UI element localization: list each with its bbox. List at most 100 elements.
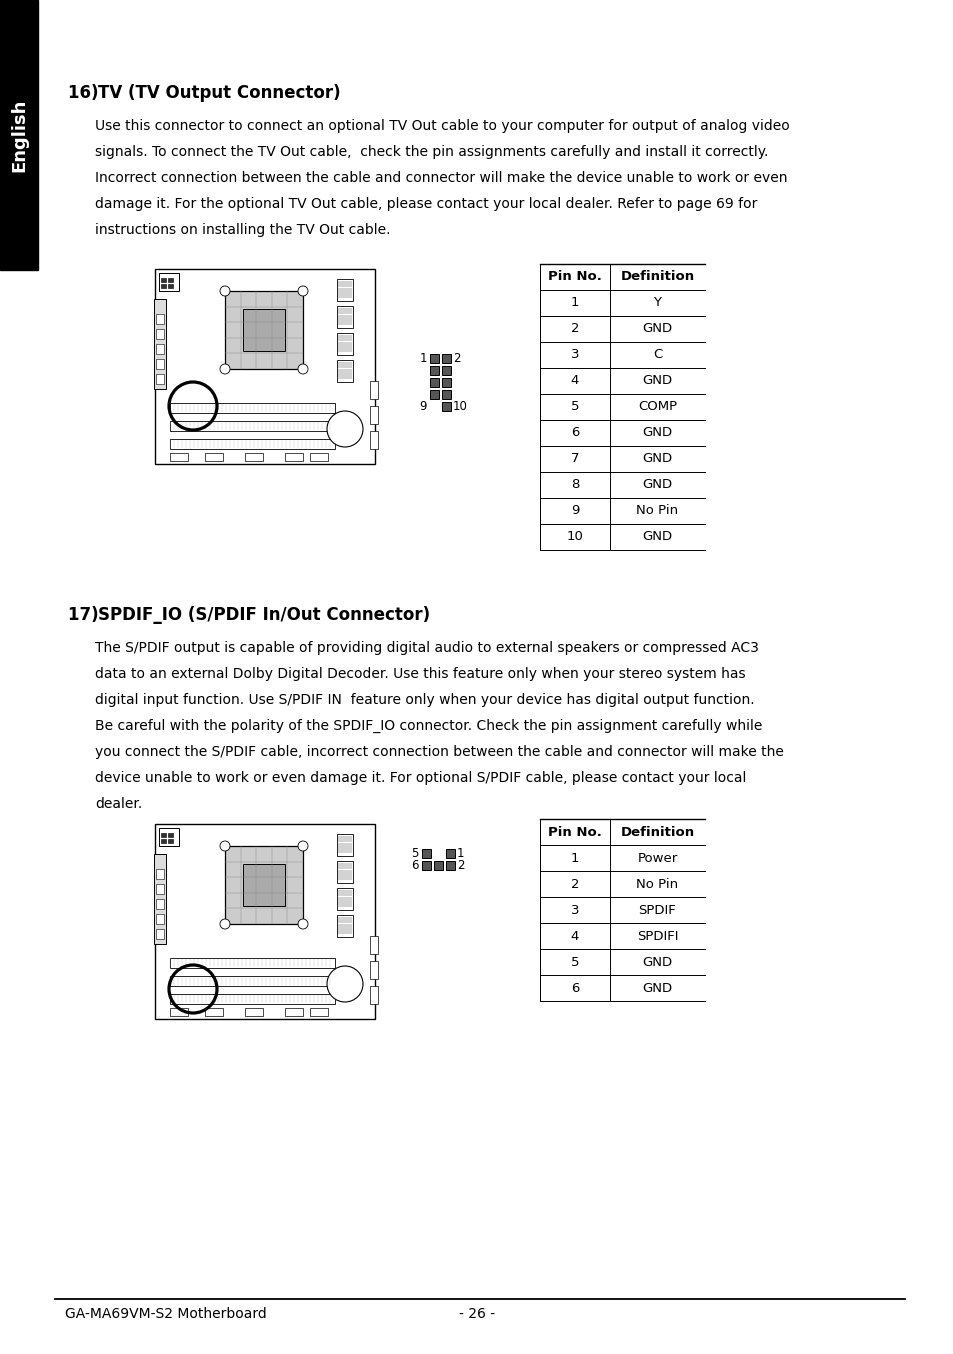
Bar: [205, 454, 223, 460]
Text: 8: 8: [570, 478, 578, 492]
Bar: [370, 406, 377, 424]
Text: 1: 1: [456, 848, 464, 860]
Text: 2: 2: [570, 877, 578, 891]
Text: Pin No.: Pin No.: [547, 826, 601, 838]
Text: TV (TV Output Connector): TV (TV Output Connector): [98, 84, 340, 102]
Bar: [430, 378, 438, 387]
Bar: [153, 854, 166, 944]
Circle shape: [327, 412, 363, 447]
Bar: [170, 959, 335, 968]
Text: The S/PDIF output is capable of providing digital audio to external speakers or : The S/PDIF output is capable of providin…: [95, 640, 758, 655]
Circle shape: [220, 286, 230, 297]
Text: Incorrect connection between the cable and connector will make the device unable: Incorrect connection between the cable a…: [95, 171, 786, 185]
Bar: [421, 849, 431, 858]
Text: GA-MA69VM-S2 Motherboard: GA-MA69VM-S2 Motherboard: [65, 1307, 267, 1322]
Bar: [441, 366, 451, 375]
Bar: [168, 833, 172, 837]
Bar: [421, 861, 431, 871]
Circle shape: [297, 919, 308, 929]
Circle shape: [297, 841, 308, 852]
Text: COMP: COMP: [638, 401, 677, 413]
Bar: [441, 402, 451, 412]
Bar: [310, 454, 328, 460]
Bar: [170, 454, 188, 460]
Text: 10: 10: [453, 399, 467, 413]
Bar: [161, 833, 166, 837]
Text: GND: GND: [641, 982, 672, 994]
Text: GND: GND: [641, 322, 672, 336]
Text: 16): 16): [68, 84, 104, 102]
Bar: [161, 839, 166, 844]
Bar: [225, 846, 303, 923]
Text: GND: GND: [641, 375, 672, 387]
Bar: [245, 1007, 263, 1016]
Circle shape: [297, 364, 308, 374]
Text: instructions on installing the TV Out cable.: instructions on installing the TV Out ca…: [95, 223, 390, 237]
Bar: [170, 421, 335, 431]
Bar: [170, 994, 335, 1005]
Text: GND: GND: [641, 956, 672, 968]
Text: 5: 5: [570, 956, 578, 968]
Text: Be careful with the polarity of the SPDIF_IO connector. Check the pin assignment: Be careful with the polarity of the SPDI…: [95, 719, 761, 733]
Bar: [170, 403, 335, 413]
Bar: [156, 899, 164, 909]
Bar: [446, 861, 455, 871]
Bar: [0, 0, 38, 269]
Text: SPDIF: SPDIF: [638, 903, 676, 917]
Text: 7: 7: [570, 452, 578, 466]
Text: you connect the S/PDIF cable, incorrect connection between the cable and connect: you connect the S/PDIF cable, incorrect …: [95, 745, 783, 760]
Bar: [336, 888, 353, 910]
Text: 1: 1: [419, 352, 427, 366]
Text: 9: 9: [570, 505, 578, 517]
Bar: [154, 825, 375, 1020]
Bar: [370, 986, 377, 1005]
Circle shape: [297, 286, 308, 297]
Text: 4: 4: [570, 929, 578, 942]
Text: SPDIFI: SPDIFI: [636, 929, 678, 942]
Text: data to an external Dolby Digital Decoder. Use this feature only when your stere: data to an external Dolby Digital Decode…: [95, 668, 745, 681]
Bar: [225, 291, 303, 370]
Bar: [370, 431, 377, 450]
Text: 1: 1: [570, 852, 578, 864]
Text: dealer.: dealer.: [95, 798, 142, 811]
Text: GND: GND: [641, 531, 672, 543]
Bar: [168, 839, 172, 844]
Bar: [336, 333, 353, 355]
Bar: [156, 869, 164, 879]
Bar: [156, 929, 164, 940]
Text: signals. To connect the TV Out cable,  check the pin assignments carefully and i: signals. To connect the TV Out cable, ch…: [95, 145, 767, 158]
Bar: [285, 454, 303, 460]
Bar: [430, 390, 438, 399]
Text: 5: 5: [411, 848, 418, 860]
Bar: [336, 360, 353, 382]
Text: SPDIF_IO (S/PDIF In/Out Connector): SPDIF_IO (S/PDIF In/Out Connector): [98, 607, 430, 624]
Text: 6: 6: [570, 982, 578, 994]
Text: 3: 3: [570, 348, 578, 362]
Bar: [170, 439, 335, 450]
Bar: [336, 306, 353, 328]
Bar: [159, 829, 179, 846]
Bar: [156, 314, 164, 324]
Text: Definition: Definition: [619, 271, 694, 283]
Text: 6: 6: [570, 427, 578, 440]
Bar: [370, 961, 377, 979]
Bar: [156, 914, 164, 923]
Bar: [156, 374, 164, 385]
Bar: [434, 861, 442, 871]
Text: GND: GND: [641, 452, 672, 466]
Bar: [441, 390, 451, 399]
Text: Use this connector to connect an optional TV Out cable to your computer for outp: Use this connector to connect an optiona…: [95, 119, 789, 133]
Bar: [168, 284, 172, 288]
Bar: [159, 274, 179, 291]
Text: No Pin: No Pin: [636, 505, 678, 517]
Bar: [441, 353, 451, 363]
Bar: [441, 378, 451, 387]
Text: 3: 3: [570, 903, 578, 917]
Text: 2: 2: [456, 858, 464, 872]
Text: 17): 17): [68, 607, 104, 624]
Bar: [205, 1007, 223, 1016]
Bar: [245, 454, 263, 460]
Text: C: C: [652, 348, 661, 362]
Circle shape: [220, 364, 230, 374]
Text: device unable to work or even damage it. For optional S/PDIF cable, please conta: device unable to work or even damage it.…: [95, 770, 745, 785]
